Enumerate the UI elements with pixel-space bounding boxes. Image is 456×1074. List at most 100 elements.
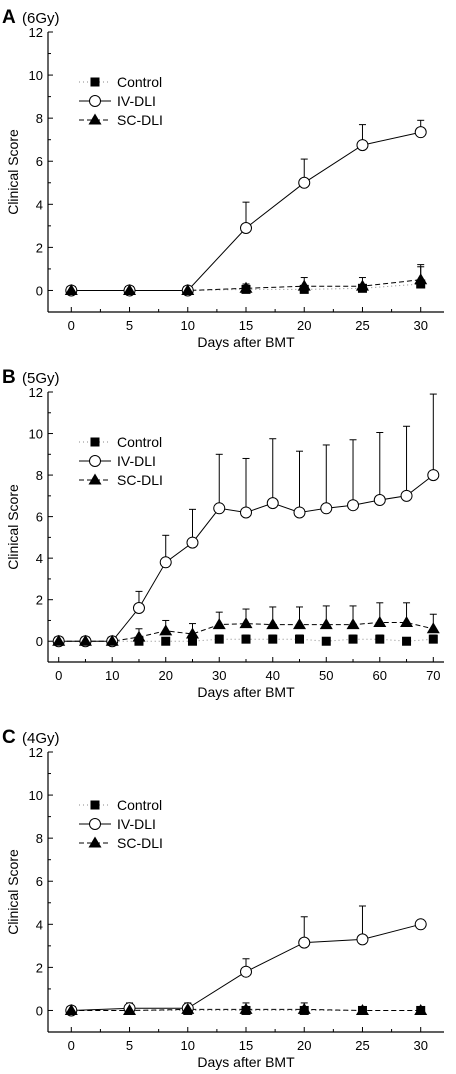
y-tick-label: 2 xyxy=(36,593,43,608)
y-tick-label: 0 xyxy=(36,283,43,298)
legend-marker-iv-dli xyxy=(89,95,101,107)
legend-label: Control xyxy=(117,434,162,450)
x-tick-label: 60 xyxy=(373,668,387,683)
legend-label: SC-DLI xyxy=(117,835,163,851)
data-point-iv-dli xyxy=(298,176,311,189)
y-tick-label: 10 xyxy=(29,68,43,83)
x-tick-label: 0 xyxy=(68,1038,75,1053)
data-point-sc-dli xyxy=(181,283,195,295)
y-tick-label: 12 xyxy=(29,385,43,400)
y-tick-label: 0 xyxy=(36,634,43,649)
y-axis-label: Clinical Score xyxy=(5,484,21,570)
y-tick-label: 0 xyxy=(36,1003,43,1018)
data-point-sc-dli xyxy=(239,1002,253,1014)
data-point-iv-dli xyxy=(373,494,386,506)
x-tick-label: 15 xyxy=(239,1038,253,1053)
data-point-sc-dli xyxy=(355,1003,369,1015)
y-tick-label: 12 xyxy=(29,745,43,760)
x-tick-label: 10 xyxy=(181,318,195,333)
data-point-sc-dli xyxy=(123,1003,137,1015)
data-point-iv-dli xyxy=(320,502,333,515)
data-point-sc-dli xyxy=(78,634,92,646)
chart-panel-c: C (4Gy) 0 2 4 6 8 10 12 0 5 10 15 20 25 30 Days after BM… xyxy=(2,727,444,1070)
x-tick-label: 25 xyxy=(355,318,369,333)
y-tick-label: 4 xyxy=(36,551,43,566)
panel-dose-label: (4Gy) xyxy=(22,730,60,747)
data-point-iv-dli xyxy=(414,126,427,139)
panel-letter: C xyxy=(2,727,16,748)
data-point-sc-dli xyxy=(346,618,360,630)
panel-letter: B xyxy=(2,367,16,388)
data-point-control xyxy=(161,636,171,646)
data-point-sc-dli xyxy=(185,627,199,639)
x-axis-label: Days after BMT xyxy=(197,1054,295,1070)
chart-panel-a: A (6Gy) 0 2 4 6 8 10 12 0 5 10 15 20 25 30 Days after BM… xyxy=(2,7,444,350)
data-point-sc-dli xyxy=(52,634,66,646)
legend-label: Control xyxy=(117,74,162,90)
y-tick-label: 6 xyxy=(36,510,43,525)
y-tick-label: 4 xyxy=(36,917,43,932)
data-point-sc-dli xyxy=(212,618,226,630)
y-tick-label: 8 xyxy=(36,831,43,846)
data-point-control xyxy=(241,634,251,644)
data-point-control xyxy=(402,636,412,646)
data-point-iv-dli xyxy=(213,502,226,515)
x-tick-label: 30 xyxy=(413,318,427,333)
data-point-control xyxy=(295,634,305,644)
chart-panel-b: B (5Gy) 0 2 4 6 8 10 12 0 10 20 30 40 50 60 70 Days after… xyxy=(2,367,444,700)
data-point-sc-dli xyxy=(181,1002,195,1014)
series-line-control xyxy=(58,638,434,642)
y-axis-label: Clinical Score xyxy=(5,849,21,935)
data-point-sc-dli xyxy=(297,1002,311,1014)
data-point-iv-dli xyxy=(427,469,440,482)
panel-dose-label: (6Gy) xyxy=(22,10,60,27)
x-tick-label: 20 xyxy=(297,1038,311,1053)
data-point-sc-dli xyxy=(414,273,428,285)
y-tick-label: 10 xyxy=(29,788,43,803)
data-point-iv-dli xyxy=(240,506,252,519)
legend-marker-iv-dli xyxy=(89,455,101,467)
data-point-iv-dli xyxy=(356,933,369,946)
y-tick-label: 8 xyxy=(36,468,43,483)
data-point-iv-dli xyxy=(240,222,252,234)
data-point-sc-dli xyxy=(132,630,146,642)
data-point-sc-dli xyxy=(239,281,253,293)
data-point-sc-dli xyxy=(266,618,280,630)
legend-marker-control xyxy=(90,800,100,810)
y-tick-label: 2 xyxy=(36,240,43,255)
legend-marker-control xyxy=(90,77,100,87)
data-point-iv-dli xyxy=(347,499,360,512)
x-tick-label: 0 xyxy=(55,668,62,683)
data-point-sc-dli xyxy=(414,1003,428,1015)
legend-marker-sc-dli xyxy=(88,836,102,848)
x-tick-label: 70 xyxy=(426,668,440,683)
y-tick-label: 8 xyxy=(36,111,43,126)
legend-label: SC-DLI xyxy=(117,112,163,128)
data-point-control xyxy=(375,634,385,644)
data-point-sc-dli xyxy=(64,283,78,295)
data-point-iv-dli xyxy=(132,602,145,614)
data-point-iv-dli xyxy=(400,489,413,502)
x-axis-label: Days after BMT xyxy=(197,334,295,350)
data-point-control xyxy=(268,634,278,644)
x-tick-label: 15 xyxy=(239,318,253,333)
y-tick-label: 6 xyxy=(36,874,43,889)
data-point-control xyxy=(214,634,224,644)
data-point-control xyxy=(187,636,197,646)
data-point-sc-dli xyxy=(64,1003,78,1015)
y-axis-label: Clinical Score xyxy=(5,129,21,215)
y-tick-label: 2 xyxy=(36,960,43,975)
data-point-sc-dli xyxy=(105,634,119,646)
legend-marker-sc-dli xyxy=(88,113,102,125)
data-point-sc-dli xyxy=(426,622,440,634)
data-point-sc-dli xyxy=(373,616,387,628)
x-tick-label: 10 xyxy=(181,1038,195,1053)
x-tick-label: 20 xyxy=(297,318,311,333)
data-point-sc-dli xyxy=(297,279,311,291)
y-tick-label: 12 xyxy=(29,25,43,40)
data-point-sc-dli xyxy=(159,624,173,636)
y-tick-label: 10 xyxy=(29,427,43,442)
legend-marker-iv-dli xyxy=(89,818,101,830)
data-point-iv-dli xyxy=(266,497,279,510)
